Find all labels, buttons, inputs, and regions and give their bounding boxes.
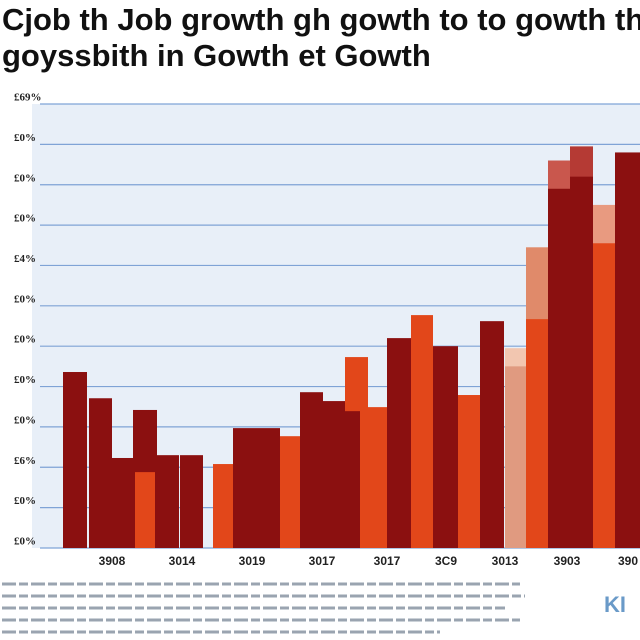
bar bbox=[458, 395, 480, 548]
bar bbox=[255, 428, 280, 548]
bar bbox=[300, 392, 323, 548]
y-tick-label: £0% bbox=[14, 495, 36, 507]
bar bbox=[505, 366, 527, 548]
y-tick-label: £0% bbox=[14, 414, 36, 426]
bar bbox=[548, 188, 570, 548]
bar bbox=[135, 472, 155, 548]
y-tick-label: £0% bbox=[14, 374, 36, 386]
bar bbox=[615, 152, 640, 548]
y-tick-label: £0% bbox=[14, 293, 36, 305]
bar bbox=[63, 372, 87, 548]
x-tick-label: 3908 bbox=[99, 554, 126, 568]
chart-subtitle: goyssbith in Gowth et Gowth bbox=[2, 38, 431, 73]
y-tick-label: £0% bbox=[14, 132, 36, 144]
y-tick-label: £0% bbox=[14, 213, 36, 225]
x-tick-label: 3903 bbox=[554, 554, 581, 568]
bar bbox=[368, 407, 387, 548]
bar bbox=[323, 401, 345, 548]
y-tick-label: £4% bbox=[14, 253, 36, 265]
bar bbox=[280, 436, 300, 548]
bar bbox=[526, 319, 548, 548]
x-tick-label: 3019 bbox=[239, 554, 266, 568]
y-tick-label: £69% bbox=[14, 92, 42, 104]
bar bbox=[157, 455, 179, 548]
bar bbox=[570, 176, 593, 548]
x-tick-label: 390 bbox=[618, 554, 638, 568]
y-tick-label: £0% bbox=[14, 334, 36, 346]
bar bbox=[593, 243, 615, 548]
chart-title: Cjob th Job growth gh gowth to to gowth … bbox=[2, 2, 640, 37]
x-tick-label: 3017 bbox=[309, 554, 336, 568]
bar bbox=[433, 346, 458, 548]
x-tick-label: 3C9 bbox=[435, 554, 457, 568]
y-tick-label: £0% bbox=[14, 172, 36, 184]
y-tick-label: £0% bbox=[14, 536, 36, 548]
bar bbox=[89, 398, 112, 548]
bar bbox=[213, 464, 233, 548]
bar bbox=[233, 428, 255, 548]
y-tick-label: £6% bbox=[14, 455, 36, 467]
bar bbox=[112, 457, 134, 548]
bar bbox=[341, 411, 360, 548]
bar bbox=[180, 455, 203, 548]
x-tick-label: 3013 bbox=[492, 554, 519, 568]
logo: KI bbox=[604, 592, 626, 617]
bar bbox=[411, 315, 433, 548]
bar bbox=[387, 338, 411, 548]
footer-lines bbox=[2, 582, 525, 634]
bar bbox=[480, 321, 504, 548]
x-tick-label: 3014 bbox=[169, 554, 196, 568]
x-tick-label: 3017 bbox=[374, 554, 401, 568]
